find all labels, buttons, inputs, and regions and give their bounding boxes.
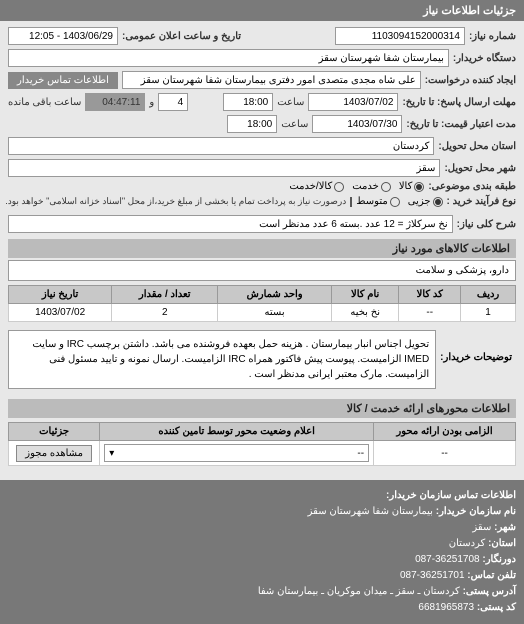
- goods-category: دارو، پزشکی و سلامت: [8, 260, 516, 281]
- label-and: و: [149, 97, 154, 108]
- label-remain: ساعت باقی مانده: [8, 97, 81, 108]
- th-unit: واحد شمارش: [218, 286, 332, 304]
- label-deadline: مهلت ارسال پاسخ: تا تاریخ:: [402, 97, 516, 108]
- field-remain-time: 04:47:11: [85, 93, 145, 111]
- th-qty: تعداد / مقدار: [112, 286, 218, 304]
- field-requester: علی شاه مجدی متصدی امور دفتری بیمارستان …: [122, 71, 421, 89]
- radio-low-label: جزیی: [408, 196, 431, 207]
- f-org-val: بیمارستان شفا شهرستان سقز: [308, 506, 433, 517]
- panel-title: جزئیات اطلاعات نیاز: [0, 0, 524, 21]
- radio-goods-label: کالا: [399, 181, 413, 192]
- f-post-val: 6681965873: [418, 602, 474, 613]
- td-name: نخ بخیه: [331, 304, 399, 322]
- th-mandatory: الزامی بودن ارائه محور: [374, 423, 516, 441]
- field-buyer-org: بیمارستان شفا شهرستان سقز: [8, 49, 449, 67]
- main-content: شماره نیاز: 1103094152000314 تاریخ و ساع…: [0, 21, 524, 472]
- table-row: 1 -- نخ بخیه بسته 2 1403/07/02: [9, 304, 516, 322]
- label-city: شهر محل تحویل:: [444, 163, 516, 174]
- f-state-label: استان:: [488, 538, 516, 549]
- f-addr-label: آدرس پستی:: [463, 586, 516, 597]
- f-post-label: کد پستی:: [477, 602, 516, 613]
- radio-low[interactable]: [433, 197, 443, 207]
- td-unit: بسته: [218, 304, 332, 322]
- f-fax-label: دورنگار:: [482, 554, 516, 565]
- label-hour-1: ساعت: [277, 97, 304, 108]
- radio-service[interactable]: [381, 182, 391, 192]
- label-pub-date: تاریخ و ساعت اعلان عمومی:: [122, 31, 241, 42]
- td-row: 1: [461, 304, 516, 322]
- purchase-radios: جزیی متوسط: [356, 196, 442, 207]
- th-row: ردیف: [461, 286, 516, 304]
- grouping-radios: کالا خدمت کالا/خدمت: [289, 181, 424, 192]
- field-validity-hour: 18:00: [227, 115, 277, 133]
- label-grouping: طبقه بندی موضوعی:: [428, 181, 516, 192]
- th-date: تاریخ نیاز: [9, 286, 112, 304]
- label-validity: مدت اعتبار قیمت: تا تاریخ:: [406, 119, 516, 130]
- footer-header: اطلاعات تماس سازمان خریدار:: [8, 488, 516, 504]
- goods-table: ردیف کد کالا نام کالا واحد شمارش تعداد /…: [8, 285, 516, 322]
- buyer-notes: تحویل اجناس انبار بیمارستان . هزینه حمل …: [8, 330, 436, 389]
- f-city-label: شهر:: [494, 522, 516, 533]
- label-buyer-org: دستگاه خریدار:: [453, 53, 516, 64]
- field-deadline-date: 1403/07/02: [308, 93, 398, 111]
- td-detail: مشاهده مجوز: [9, 441, 100, 466]
- label-state: استان محل تحویل:: [438, 141, 516, 152]
- f-addr-val: کردستان ـ سقز ـ میدان موکریان ـ بیمارستا…: [258, 586, 460, 597]
- axis-row: -- --▾ مشاهده مجوز: [9, 441, 516, 466]
- radio-both[interactable]: [334, 182, 344, 192]
- contact-button[interactable]: اطلاعات تماس خریدار: [8, 72, 118, 89]
- label-general-desc: شرح کلی نیاز:: [457, 219, 516, 230]
- field-req-no: 1103094152000314: [335, 27, 465, 45]
- f-org-label: نام سازمان خریدار:: [436, 506, 516, 517]
- footer-contact: اطلاعات تماس سازمان خریدار: نام سازمان خ…: [0, 480, 524, 624]
- th-status: اعلام وضعیت محور توسط تامین کننده: [100, 423, 374, 441]
- label-hour-2: ساعت: [281, 119, 308, 130]
- td-code: --: [399, 304, 461, 322]
- field-validity-date: 1403/07/30: [312, 115, 402, 133]
- notes-side-label: توضیحات خریدار:: [436, 326, 516, 389]
- th-code: کد کالا: [399, 286, 461, 304]
- th-detail: جزئیات: [9, 423, 100, 441]
- field-remain-days: 4: [158, 93, 188, 111]
- field-deadline-hour: 18:00: [223, 93, 273, 111]
- chevron-down-icon: ▾: [109, 448, 114, 459]
- status-select[interactable]: --▾: [104, 444, 369, 462]
- th-name: نام کالا: [331, 286, 399, 304]
- goods-section-header: اطلاعات کالاهای مورد نیاز: [8, 239, 516, 258]
- axis-section-header: اطلاعات محورهای ارائه خدمت / کالا: [8, 399, 516, 418]
- field-city: سقز: [8, 159, 440, 177]
- label-treasury-note: درصورت نیاز به پرداخت تمام یا بخشی از مب…: [5, 196, 346, 207]
- field-general-desc: نخ سرکلاژ = 12 عدد .بسته 6 عدد مدنظر است: [8, 215, 453, 233]
- radio-mid-label: متوسط: [356, 196, 387, 207]
- view-permit-button[interactable]: مشاهده مجوز: [16, 445, 92, 462]
- f-state-val: کردستان: [449, 538, 486, 549]
- td-qty: 2: [112, 304, 218, 322]
- field-state: کردستان: [8, 137, 434, 155]
- label-requester: ایجاد کننده درخواست:: [425, 75, 516, 86]
- td-status: --▾: [100, 441, 374, 466]
- td-mandatory: --: [374, 441, 516, 466]
- f-fax-val: 36251708-087: [415, 554, 480, 565]
- checkbox-treasury[interactable]: [350, 197, 352, 207]
- f-city-val: سقز: [472, 522, 491, 533]
- axis-table: الزامی بودن ارائه محور اعلام وضعیت محور …: [8, 422, 516, 466]
- radio-mid[interactable]: [390, 197, 400, 207]
- radio-goods[interactable]: [414, 182, 424, 192]
- field-pub-date: 1403/06/29 - 12:05: [8, 27, 118, 45]
- td-date: 1403/07/02: [9, 304, 112, 322]
- radio-both-label: کالا/خدمت: [289, 181, 332, 192]
- radio-service-label: خدمت: [352, 181, 379, 192]
- label-req-no: شماره نیاز:: [469, 31, 516, 42]
- label-purchase-type: نوع فرآیند خرید :: [447, 196, 516, 207]
